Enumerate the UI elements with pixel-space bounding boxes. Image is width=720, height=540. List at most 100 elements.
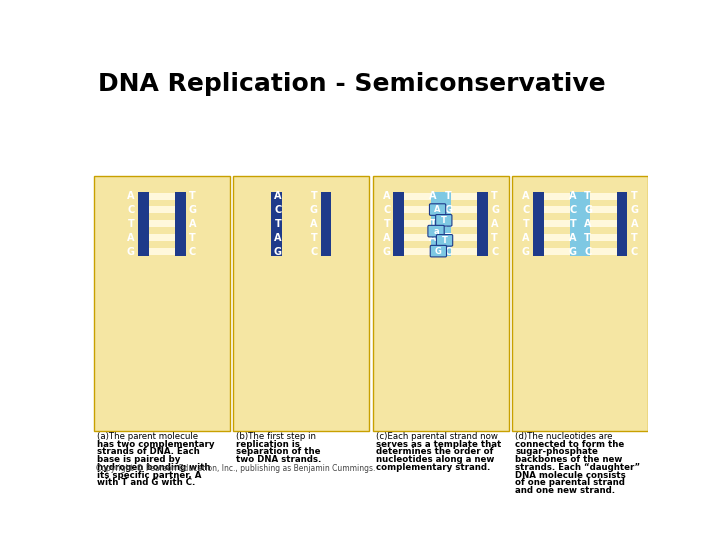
Text: A: A bbox=[522, 191, 530, 201]
Bar bbox=[404, 193, 431, 200]
Bar bbox=[138, 192, 148, 256]
Text: connected to form the: connected to form the bbox=[516, 440, 625, 449]
Text: strands of DNA. Each: strands of DNA. Each bbox=[97, 448, 199, 456]
Text: G: G bbox=[127, 247, 135, 256]
Text: A: A bbox=[434, 205, 441, 214]
Bar bbox=[404, 206, 431, 213]
Bar bbox=[148, 220, 175, 227]
Text: with T and G with C.: with T and G with C. bbox=[97, 478, 195, 487]
FancyBboxPatch shape bbox=[513, 177, 648, 430]
FancyBboxPatch shape bbox=[429, 204, 446, 215]
Text: T: T bbox=[631, 191, 637, 201]
Text: two DNA strands.: two DNA strands. bbox=[236, 455, 322, 464]
Text: DNA Replication - Semiconservative: DNA Replication - Semiconservative bbox=[98, 72, 606, 97]
Text: T: T bbox=[430, 219, 437, 229]
Text: T: T bbox=[631, 233, 637, 242]
Bar bbox=[590, 193, 616, 200]
Text: T: T bbox=[491, 191, 498, 201]
Text: A: A bbox=[429, 233, 437, 242]
Text: T: T bbox=[441, 236, 448, 245]
Text: T: T bbox=[311, 191, 318, 201]
Text: C: C bbox=[569, 205, 576, 215]
Bar bbox=[271, 192, 282, 256]
Text: backbones of the new: backbones of the new bbox=[516, 455, 623, 464]
Bar bbox=[590, 248, 616, 255]
Text: strands. Each “daughter”: strands. Each “daughter” bbox=[516, 463, 641, 472]
Bar bbox=[477, 192, 488, 256]
Text: A: A bbox=[383, 233, 390, 242]
FancyBboxPatch shape bbox=[436, 214, 452, 226]
Text: C: C bbox=[444, 247, 452, 256]
Text: complementary strand.: complementary strand. bbox=[376, 463, 490, 472]
Bar bbox=[404, 248, 431, 255]
Text: (c)Each parental strand now: (c)Each parental strand now bbox=[376, 432, 498, 441]
Text: C: C bbox=[584, 247, 591, 256]
Text: G: G bbox=[491, 205, 499, 215]
Bar bbox=[533, 192, 544, 256]
Text: T: T bbox=[584, 191, 591, 201]
Text: and one new strand.: and one new strand. bbox=[516, 486, 616, 495]
Bar bbox=[148, 248, 175, 255]
Text: A: A bbox=[444, 219, 452, 229]
Bar bbox=[404, 234, 431, 241]
Bar bbox=[544, 234, 570, 241]
Text: G: G bbox=[274, 247, 282, 256]
Text: G: G bbox=[444, 205, 453, 215]
Text: C: C bbox=[631, 247, 638, 256]
Text: sugar-phosphate: sugar-phosphate bbox=[516, 448, 598, 456]
Text: T: T bbox=[384, 219, 390, 229]
Text: (a)The parent molecule: (a)The parent molecule bbox=[97, 432, 198, 441]
Text: A: A bbox=[569, 233, 576, 242]
Text: C: C bbox=[189, 247, 196, 256]
FancyBboxPatch shape bbox=[431, 245, 446, 257]
Text: A: A bbox=[491, 219, 498, 229]
Text: A: A bbox=[569, 191, 576, 201]
Text: C: C bbox=[430, 205, 437, 215]
Text: A: A bbox=[383, 191, 390, 201]
Bar bbox=[431, 192, 441, 256]
Text: determines the order of: determines the order of bbox=[376, 448, 493, 456]
Bar bbox=[616, 192, 627, 256]
Text: A: A bbox=[189, 219, 197, 229]
Text: A: A bbox=[584, 219, 592, 229]
FancyBboxPatch shape bbox=[428, 225, 444, 237]
Text: DNA molecule consists: DNA molecule consists bbox=[516, 470, 626, 480]
Bar bbox=[148, 193, 175, 200]
Text: A: A bbox=[127, 191, 135, 201]
Text: of one parental strand: of one parental strand bbox=[516, 478, 626, 487]
Text: T: T bbox=[444, 233, 451, 242]
Bar bbox=[544, 193, 570, 200]
Text: its specific partner, A: its specific partner, A bbox=[97, 470, 202, 480]
Text: (b)The first step in: (b)The first step in bbox=[236, 432, 317, 441]
Text: G: G bbox=[429, 247, 437, 256]
Text: G: G bbox=[435, 247, 442, 255]
Bar bbox=[440, 192, 451, 256]
Text: G: G bbox=[584, 205, 592, 215]
Text: C: C bbox=[383, 205, 390, 215]
Text: T: T bbox=[189, 233, 196, 242]
Text: T: T bbox=[491, 233, 498, 242]
FancyBboxPatch shape bbox=[94, 177, 230, 430]
Bar bbox=[580, 192, 590, 256]
Bar bbox=[148, 234, 175, 241]
Text: G: G bbox=[568, 247, 576, 256]
Text: replication is: replication is bbox=[236, 440, 300, 449]
Text: serves as a template that: serves as a template that bbox=[376, 440, 501, 449]
Text: has two complementary: has two complementary bbox=[97, 440, 215, 449]
Bar bbox=[393, 192, 404, 256]
Text: hydrogen bonding with: hydrogen bonding with bbox=[97, 463, 210, 472]
Bar bbox=[451, 206, 477, 213]
Text: A: A bbox=[274, 233, 282, 242]
Bar bbox=[404, 220, 431, 227]
Bar bbox=[570, 192, 581, 256]
Text: T: T bbox=[128, 219, 135, 229]
Text: C: C bbox=[491, 247, 498, 256]
Text: G: G bbox=[189, 205, 197, 215]
Bar bbox=[544, 248, 570, 255]
Text: a: a bbox=[433, 227, 439, 235]
Text: A: A bbox=[310, 219, 318, 229]
Text: G: G bbox=[522, 247, 530, 256]
Text: C: C bbox=[523, 205, 530, 215]
Text: A: A bbox=[127, 233, 135, 242]
Text: (d)The nucleotides are: (d)The nucleotides are bbox=[516, 432, 613, 441]
